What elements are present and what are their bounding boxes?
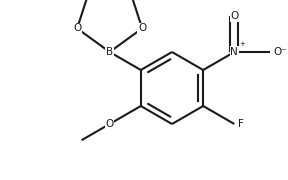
Text: F: F (238, 119, 244, 129)
Text: O: O (105, 119, 114, 129)
Text: N: N (230, 47, 238, 57)
Text: O⁻: O⁻ (273, 47, 287, 57)
Text: B: B (106, 47, 113, 57)
Text: +: + (239, 42, 245, 48)
Text: O: O (138, 23, 146, 33)
Text: O: O (73, 23, 81, 33)
Text: O: O (230, 11, 238, 21)
